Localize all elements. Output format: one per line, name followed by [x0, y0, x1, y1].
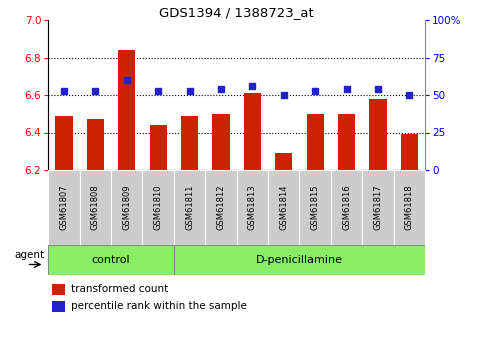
Text: GSM61818: GSM61818: [405, 185, 414, 230]
Text: GSM61809: GSM61809: [122, 185, 131, 230]
Bar: [181, 116, 198, 170]
Bar: [56, 116, 72, 170]
Text: GSM61811: GSM61811: [185, 185, 194, 230]
Bar: [150, 125, 167, 170]
Text: GSM61814: GSM61814: [279, 185, 288, 230]
Text: percentile rank within the sample: percentile rank within the sample: [71, 301, 247, 311]
Bar: [174, 245, 425, 275]
Text: transformed count: transformed count: [71, 284, 168, 294]
Bar: [331, 170, 362, 245]
Point: [312, 88, 319, 94]
Bar: [48, 245, 174, 275]
Text: GSM61813: GSM61813: [248, 185, 257, 230]
Text: GSM61808: GSM61808: [91, 185, 100, 230]
Bar: [118, 50, 135, 170]
Point: [280, 92, 288, 98]
Bar: [394, 170, 425, 245]
Point: [186, 88, 194, 94]
Point: [92, 88, 99, 94]
Point: [374, 87, 382, 92]
Bar: [237, 170, 268, 245]
Text: agent: agent: [14, 250, 44, 260]
Bar: [401, 134, 418, 170]
Bar: [205, 170, 237, 245]
Bar: [268, 170, 299, 245]
Text: control: control: [92, 255, 130, 265]
Text: GSM61812: GSM61812: [216, 185, 226, 230]
Point: [155, 88, 162, 94]
Bar: [307, 114, 324, 170]
Text: GSM61815: GSM61815: [311, 185, 320, 230]
Bar: [174, 170, 205, 245]
Bar: [338, 114, 355, 170]
Text: GSM61817: GSM61817: [373, 185, 383, 230]
Point: [249, 83, 256, 88]
Bar: [87, 119, 104, 170]
Point: [343, 87, 351, 92]
Point: [217, 87, 225, 92]
Title: GDS1394 / 1388723_at: GDS1394 / 1388723_at: [159, 6, 314, 19]
Text: GSM61816: GSM61816: [342, 185, 351, 230]
Text: D-penicillamine: D-penicillamine: [256, 255, 343, 265]
Bar: [213, 114, 229, 170]
Bar: [299, 170, 331, 245]
Bar: [142, 170, 174, 245]
Text: GSM61807: GSM61807: [59, 185, 69, 230]
Bar: [80, 170, 111, 245]
Bar: [52, 301, 65, 312]
Bar: [48, 170, 80, 245]
Point: [406, 92, 413, 98]
Bar: [362, 170, 394, 245]
Bar: [275, 153, 292, 170]
Bar: [369, 99, 386, 170]
Bar: [244, 93, 261, 170]
Point: [123, 77, 130, 83]
Point: [60, 88, 68, 94]
Text: GSM61810: GSM61810: [154, 185, 163, 230]
Bar: [111, 170, 142, 245]
Bar: [52, 284, 65, 295]
